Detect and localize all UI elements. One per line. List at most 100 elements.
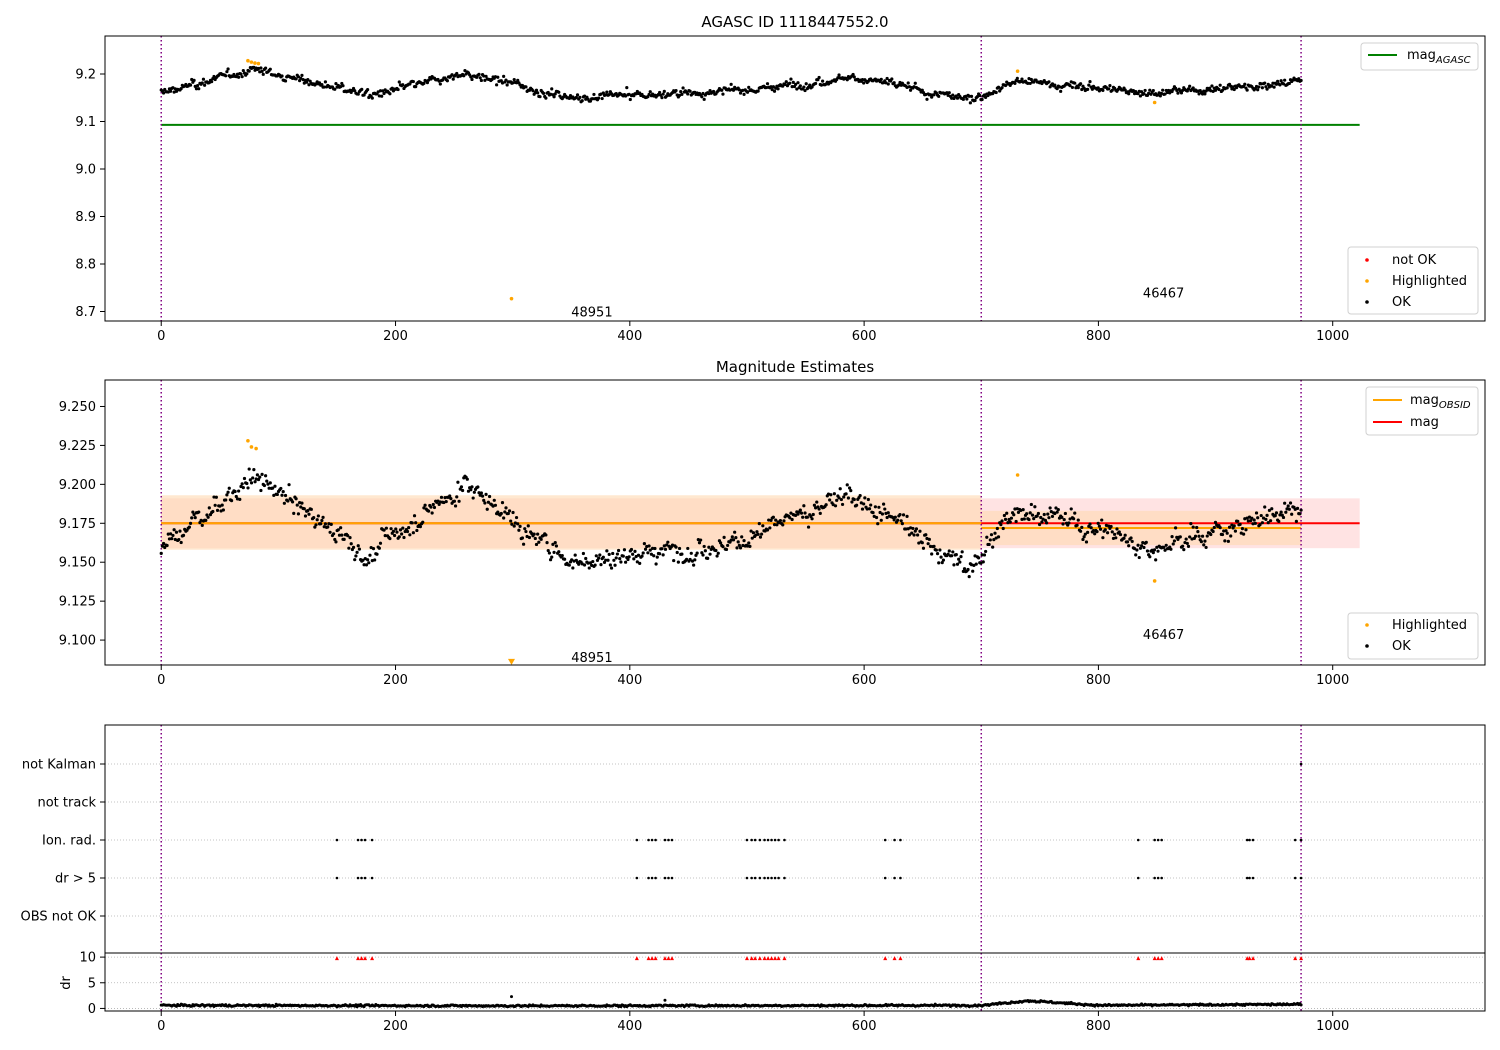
ok-point xyxy=(677,546,682,551)
dr-points xyxy=(159,995,1303,1009)
flag-point xyxy=(356,838,360,842)
x-tick-label: 1000 xyxy=(1316,673,1349,688)
flag-category-label: Ion. rad. xyxy=(42,834,96,849)
ok-point xyxy=(738,546,743,550)
ok-point xyxy=(1101,88,1105,92)
flag-category-label: OBS not OK xyxy=(21,910,97,925)
ok-point xyxy=(860,507,865,511)
ok-point xyxy=(918,529,922,533)
dr-axes-frame xyxy=(104,952,1486,1012)
ok-point xyxy=(323,522,328,526)
ok-point xyxy=(954,553,958,557)
ok-point xyxy=(866,497,870,502)
ok-point xyxy=(1273,514,1277,518)
ok-point xyxy=(238,497,242,501)
ok-point xyxy=(1299,508,1303,512)
ok-point xyxy=(1264,85,1268,89)
ok-point xyxy=(1045,521,1049,525)
ok-point xyxy=(614,92,618,96)
flag-point xyxy=(360,876,363,880)
ok-point xyxy=(1053,511,1057,516)
ok-point xyxy=(599,563,603,567)
ok-point xyxy=(1013,507,1017,511)
ok-point xyxy=(1005,511,1009,515)
ok-point xyxy=(615,552,620,556)
ok-point xyxy=(1076,86,1080,90)
ok-point xyxy=(1002,513,1006,518)
ok-point xyxy=(342,537,346,541)
ok-point xyxy=(480,494,485,498)
ok-point xyxy=(1199,539,1203,544)
ok-point xyxy=(179,540,183,545)
dr-point xyxy=(663,998,667,1002)
ok-point xyxy=(456,480,460,484)
ok-point xyxy=(742,539,746,543)
ok-point xyxy=(976,556,981,560)
ok-point xyxy=(287,483,291,487)
ok-point xyxy=(524,529,528,534)
ok-point xyxy=(354,554,358,558)
ok-point xyxy=(996,535,1001,539)
ok-point xyxy=(1232,87,1236,92)
ok-point xyxy=(980,553,984,557)
x-tick-label: 200 xyxy=(383,1019,408,1034)
ok-point xyxy=(734,536,738,540)
ok-point xyxy=(1025,512,1029,516)
ok-point xyxy=(1100,518,1104,522)
ok-point xyxy=(1259,513,1263,518)
ok-point xyxy=(611,551,615,556)
estimates-panel: Magnitude Estimates 48951 46467 0 200 400 6… xyxy=(59,358,1486,688)
ok-point xyxy=(537,540,541,544)
flag-point xyxy=(763,876,766,880)
ok-point xyxy=(207,506,211,510)
ok-point xyxy=(994,90,998,95)
y-tick-label: 9.150 xyxy=(59,556,96,571)
ok-point xyxy=(1084,540,1089,544)
ok-point xyxy=(1281,515,1286,520)
ok-point xyxy=(606,558,610,562)
ok-point xyxy=(584,556,588,561)
ok-point xyxy=(1101,536,1105,540)
highlighted-point xyxy=(254,446,258,451)
ok-point xyxy=(1154,558,1158,562)
ok-point xyxy=(1259,82,1263,86)
ok-point xyxy=(1105,531,1110,535)
agasc-panel-title: AGASC ID 1118447552.0 xyxy=(701,13,888,31)
ok-point xyxy=(680,92,684,96)
ok-point xyxy=(1007,517,1011,522)
flag-point xyxy=(899,838,902,842)
ok-point xyxy=(588,561,593,565)
ok-point xyxy=(326,525,330,529)
ok-point xyxy=(1294,519,1298,523)
x-tick-label: 600 xyxy=(852,673,877,688)
ok-point xyxy=(789,511,793,515)
ok-point xyxy=(264,66,268,70)
flag-point xyxy=(1156,838,1160,842)
ok-point xyxy=(904,527,908,531)
ok-point xyxy=(437,502,441,507)
ok-point xyxy=(510,522,514,526)
dr-clipped-marker xyxy=(883,956,888,961)
ok-point xyxy=(878,510,882,515)
ok-point xyxy=(268,67,272,71)
ok-point xyxy=(159,551,163,555)
ok-point xyxy=(641,551,645,555)
ok-point xyxy=(869,503,873,507)
ok-point xyxy=(982,553,987,557)
ok-point xyxy=(681,86,685,90)
legend-not-ok-label: not OK xyxy=(1392,253,1437,268)
flag-point xyxy=(783,838,786,842)
ok-point xyxy=(808,83,812,87)
ok-point xyxy=(214,495,218,499)
ok-point xyxy=(1236,519,1240,523)
x-tick-label: 600 xyxy=(852,329,877,344)
legend2-ok-label: OK xyxy=(1392,639,1411,654)
ok-point xyxy=(986,93,990,98)
ok-point xyxy=(1136,543,1140,547)
ok-point xyxy=(557,550,561,554)
ok-point xyxy=(765,82,770,86)
ok-point xyxy=(790,517,794,522)
ok-point xyxy=(1252,518,1256,522)
dr-clipped-marker xyxy=(666,956,671,961)
ok-point xyxy=(1000,519,1004,523)
